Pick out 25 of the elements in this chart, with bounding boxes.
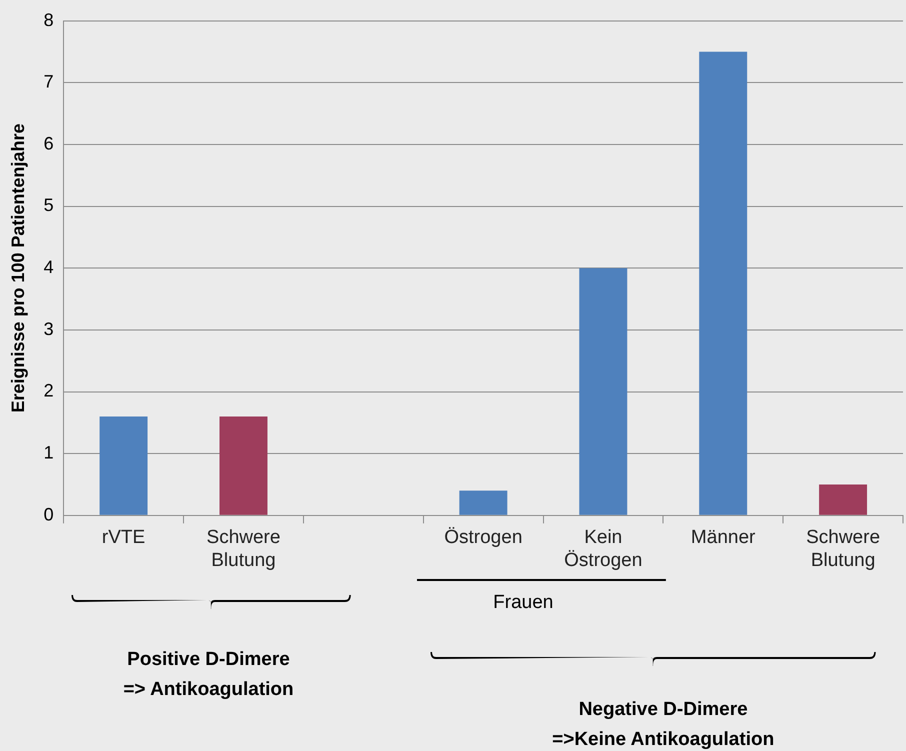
- y-tick-label: 7: [44, 72, 54, 92]
- text: Negative D-Dimere =>Keine Antikoagulation: [552, 699, 774, 750]
- x-tick-label: Östrogen: [444, 527, 522, 548]
- bar: [579, 268, 628, 515]
- x-tick-label: Männer: [690, 527, 756, 548]
- y-tick-label: 6: [44, 133, 54, 154]
- text: Positive D-Dimere => Antikoagulation: [123, 649, 294, 700]
- x-tick-label: Kein Östrogen: [564, 527, 642, 571]
- y-tick-label: 5: [44, 195, 54, 216]
- y-tick-label: 2: [44, 380, 54, 401]
- y-tick-label: 4: [44, 257, 54, 278]
- text: Frauen: [493, 592, 554, 614]
- y-axis-title: Ereignisse pro 100 Patientenjahre: [8, 124, 28, 413]
- y-tick-label: 8: [44, 10, 54, 30]
- y-tick-label: 3: [44, 318, 54, 339]
- bar: [220, 416, 268, 515]
- x-tick-label: rVTE: [102, 527, 146, 548]
- y-tick-label: 1: [44, 442, 54, 463]
- x-tick-label: Schwere Blutung: [206, 527, 280, 571]
- x-tick-label: Schwere Blutung: [806, 527, 880, 571]
- bar: [699, 52, 748, 515]
- bar: [100, 416, 148, 515]
- bar: [459, 490, 508, 515]
- y-tick-label: 0: [44, 504, 54, 524]
- bar: [819, 484, 868, 515]
